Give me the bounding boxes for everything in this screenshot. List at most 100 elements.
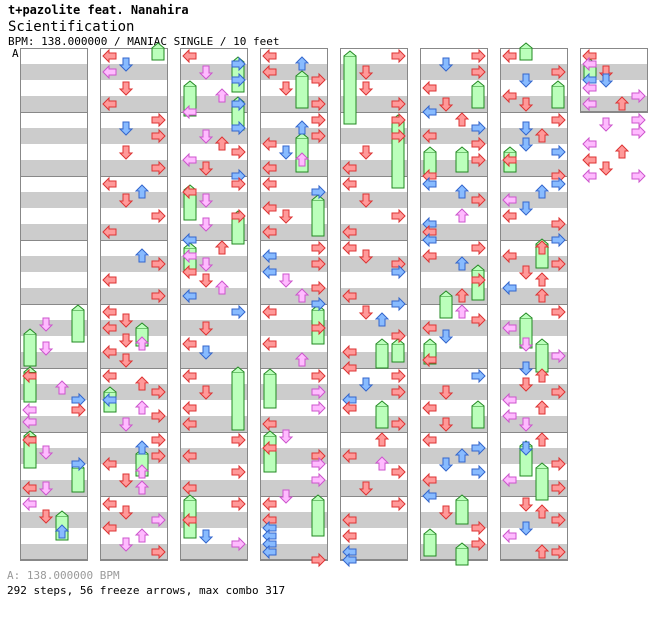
beat-band [340, 512, 408, 528]
arrow-left-red [102, 368, 117, 384]
arrow-left-red [262, 136, 277, 152]
arrow-down-red [598, 161, 614, 176]
beat-band [100, 192, 168, 208]
arrow-down-blue [278, 145, 294, 160]
arrow-down-red [358, 249, 374, 264]
song-artist: t+pazolite feat. Nanahira [8, 3, 189, 17]
arrow-left-red [22, 432, 37, 448]
freeze-up [295, 70, 309, 109]
beat-band [100, 352, 168, 368]
chart-stats: 292 steps, 56 freeze arrows, max combo 3… [7, 584, 286, 597]
freeze-left [343, 50, 357, 125]
arrow-down-red [358, 65, 374, 80]
arrow-down-blue [198, 529, 214, 544]
beat-band [20, 256, 88, 272]
arrow-up-pink [54, 380, 70, 395]
beat-band [20, 192, 88, 208]
arrow-left-red [342, 288, 357, 304]
beat-band [20, 96, 88, 112]
arrow-up-red [134, 376, 150, 391]
arrow-right-red [391, 208, 406, 224]
arrow-right-red [151, 384, 166, 400]
arrow-left-red [102, 304, 117, 320]
arrow-up-blue [534, 184, 550, 199]
arrow-down-blue [598, 73, 614, 88]
arrow-up-pink [134, 336, 150, 351]
arrow-down-blue [518, 73, 534, 88]
beat-band [100, 384, 168, 400]
arrow-left-red [262, 496, 277, 512]
arrow-right-red [391, 96, 406, 112]
beat-band [500, 416, 568, 432]
chart-meta: BPM: 138.000000 / MANIAC SINGLE / 10 fee… [8, 35, 280, 48]
arrow-up-red [534, 432, 550, 447]
arrow-right-blue [391, 296, 406, 312]
beat-band [420, 64, 488, 80]
arrow-left-red [342, 512, 357, 528]
beat-band [500, 384, 568, 400]
arrow-up-pink [214, 88, 230, 103]
freeze-up [455, 494, 469, 525]
arrow-left-red [22, 368, 37, 384]
arrow-right-pink [231, 536, 246, 552]
arrow-left-red [182, 448, 197, 464]
arrow-left-red [262, 440, 277, 456]
freeze-down [519, 42, 533, 61]
arrow-right-red [151, 448, 166, 464]
arrow-up-red [614, 96, 630, 111]
arrow-right-red [551, 384, 566, 400]
arrow-up-red [534, 544, 550, 559]
beat-band [500, 448, 568, 464]
arrow-right-red [151, 288, 166, 304]
arrow-right-pink [151, 512, 166, 528]
beat-band [100, 256, 168, 272]
arrow-left-red [502, 152, 517, 168]
beat-band [260, 96, 328, 112]
arrow-up-red [534, 128, 550, 143]
arrow-left-red [262, 304, 277, 320]
arrow-left-blue [262, 544, 277, 560]
beat-band [340, 288, 408, 304]
arrow-up-red [534, 504, 550, 519]
arrow-right-red [311, 256, 326, 272]
arrow-down-pink [518, 417, 534, 432]
arrow-right-pink [631, 88, 646, 104]
beat-band [180, 416, 248, 432]
beat-band [340, 416, 408, 432]
arrow-right-red [311, 240, 326, 256]
arrow-up-red [614, 144, 630, 159]
beat-band [260, 288, 328, 304]
arrow-right-red [311, 280, 326, 296]
beat-band [340, 224, 408, 240]
column-border [580, 48, 648, 112]
arrow-right-red [311, 320, 326, 336]
arrow-left-red [182, 416, 197, 432]
beat-band [340, 384, 408, 400]
arrow-right-red [231, 432, 246, 448]
arrow-down-red [358, 193, 374, 208]
column-border [180, 48, 248, 560]
arrow-left-pink [182, 152, 197, 168]
beat-band [420, 288, 488, 304]
arrow-right-red [471, 152, 486, 168]
beat-band [500, 256, 568, 272]
arrow-right-red [151, 112, 166, 128]
arrow-right-red [391, 416, 406, 432]
arrow-right-red [391, 368, 406, 384]
arrow-down-red [118, 145, 134, 160]
column-border [500, 48, 568, 560]
freeze-up [375, 338, 389, 369]
arrow-left-red [102, 176, 117, 192]
beat-band [180, 480, 248, 496]
freeze-right [151, 42, 165, 61]
beat-band [340, 96, 408, 112]
arrow-down-blue [118, 121, 134, 136]
arrow-left-blue [422, 232, 437, 248]
arrow-down-red [358, 145, 374, 160]
arrow-left-red [102, 320, 117, 336]
arrow-down-red [278, 209, 294, 224]
beat-band [260, 384, 328, 400]
arrow-down-red [278, 81, 294, 96]
beat-band [20, 512, 88, 528]
arrow-left-red [422, 432, 437, 448]
